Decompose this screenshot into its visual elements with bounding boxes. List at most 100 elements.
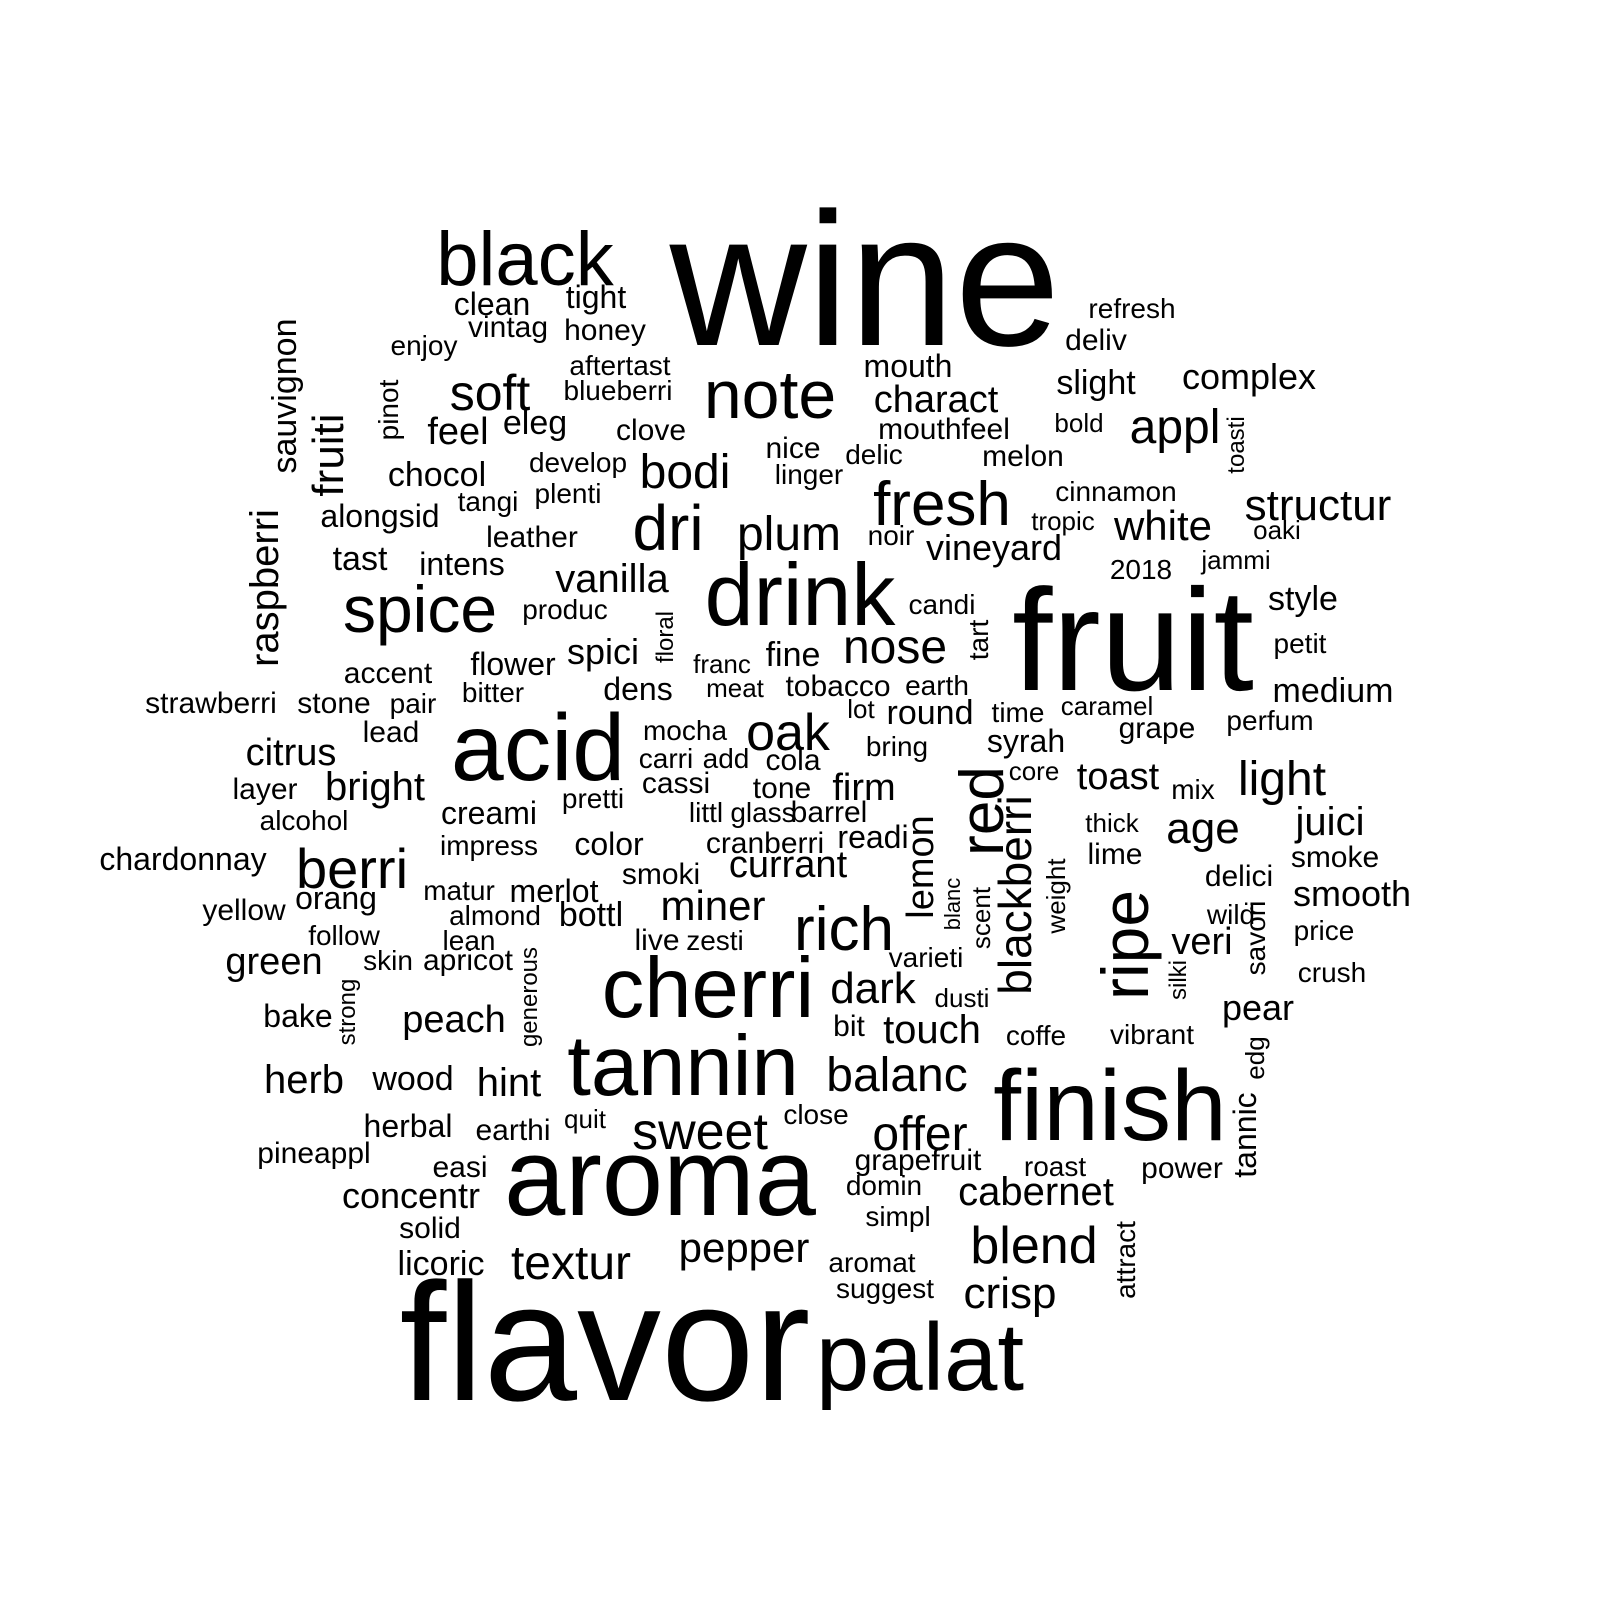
word-stone: stone (297, 687, 370, 720)
word-varieti: varieti (889, 942, 964, 973)
word-blend: blend (970, 1217, 1097, 1275)
word-color: color (574, 826, 644, 862)
word-simpl: simpl (865, 1201, 930, 1232)
word-zesti: zesti (686, 925, 744, 956)
word-dark: dark (830, 964, 917, 1013)
word-weight: weight (1041, 858, 1071, 935)
word-sauvignon: sauvignon (266, 318, 304, 473)
word-palat: palat (816, 1304, 1024, 1411)
word-bodi: bodi (640, 446, 731, 499)
word-tobacco: tobacco (785, 670, 890, 703)
word-barrel: barrel (791, 796, 868, 829)
word-toasti: toasti (1223, 416, 1250, 473)
word-power: power (1141, 1152, 1223, 1185)
word-red: red (948, 766, 1017, 856)
word-miner: miner (660, 882, 765, 929)
word-spici: spici (567, 631, 639, 672)
word-fruit: fruit (1012, 559, 1254, 721)
word-2018: 2018 (1110, 554, 1172, 585)
word-fruiti: fruiti (304, 413, 353, 496)
word-wine: wine (669, 174, 1061, 386)
word-drink: drink (705, 545, 897, 644)
word-plenti: plenti (535, 478, 602, 509)
word-lead: lead (363, 716, 420, 749)
word-light: light (1238, 753, 1326, 806)
word-smoki: smoki (622, 858, 700, 891)
word-dri: dri (632, 492, 703, 564)
word-enjoy: enjoy (391, 330, 458, 361)
word-tangi: tangi (458, 486, 519, 517)
word-veri: veri (1171, 921, 1232, 963)
word-deliv: deliv (1065, 324, 1127, 357)
word-add: add (703, 743, 750, 774)
word-age: age (1166, 804, 1239, 853)
word-pineappl: pineappl (257, 1137, 370, 1170)
word-crush: crush (1298, 957, 1366, 988)
word-black: black (436, 217, 614, 302)
word-aroma: aroma (504, 1116, 817, 1239)
word-aftertast: aftertast (569, 350, 670, 381)
word-suggest: suggest (836, 1273, 934, 1304)
word-lean: lean (443, 925, 496, 956)
word-vanilla: vanilla (555, 557, 669, 601)
word-creami: creami (441, 795, 537, 831)
word-caramel: caramel (1061, 691, 1153, 721)
word-complex: complex (1182, 356, 1316, 397)
word-tart: tart (963, 620, 994, 661)
word-appl: appl (1130, 401, 1221, 454)
word-sweet: sweet (632, 1103, 768, 1161)
word-pear: pear (1222, 987, 1294, 1028)
word-lime: lime (1087, 838, 1142, 871)
word-almond: almond (449, 900, 541, 931)
word-refresh: refresh (1088, 293, 1175, 324)
word-juici: juici (1295, 800, 1365, 844)
word-yellow: yellow (202, 894, 286, 927)
word-mouth: mouth (864, 348, 953, 384)
word-noir: noir (868, 520, 915, 551)
word-crisp: crisp (964, 1269, 1057, 1318)
word-apricot: apricot (423, 944, 514, 977)
word-currant: currant (729, 844, 848, 886)
word-quit: quit (564, 1104, 607, 1134)
word-impress: impress (440, 830, 538, 861)
word-flavor: flavor (400, 1248, 811, 1436)
word-dens: dens (603, 671, 672, 707)
word-earthi: earthi (475, 1114, 550, 1147)
word-follow: follow (308, 920, 380, 951)
word-accent: accent (344, 657, 433, 690)
word-perfum: perfum (1226, 705, 1313, 736)
word-solid: solid (399, 1212, 461, 1245)
word-fresh: fresh (873, 470, 1011, 539)
word-cassi: cassi (642, 767, 710, 800)
word-tannic: tannic (1227, 1092, 1263, 1177)
word-bitter: bitter (462, 677, 524, 708)
word-smoke: smoke (1291, 841, 1379, 874)
word-pair: pair (390, 688, 437, 719)
word-raspberri: raspberri (243, 509, 287, 667)
word-nice: nice (765, 432, 820, 465)
word-leather: leather (486, 521, 578, 554)
word-floral: floral (652, 611, 679, 663)
word-roast: roast (1024, 1151, 1086, 1182)
word-rich: rich (794, 895, 894, 964)
word-fine: fine (766, 636, 821, 674)
word-produc: produc (522, 594, 608, 625)
word-round: round (887, 694, 974, 732)
word-concentr: concentr (342, 1175, 480, 1216)
word-core: core (1009, 756, 1060, 786)
word-melon: melon (982, 440, 1064, 473)
word-spice: spice (343, 572, 497, 646)
word-charact: charact (874, 379, 999, 421)
word-attract: attract (1110, 1221, 1141, 1299)
word-delici: delici (1205, 860, 1273, 893)
word-pretti: pretti (562, 783, 624, 814)
word-littl: littl (689, 797, 723, 828)
word-flower: flower (470, 646, 556, 682)
word-intens: intens (419, 546, 504, 582)
word-thick: thick (1085, 808, 1139, 838)
word-tannin: tannin (567, 1019, 799, 1114)
word-clove: clove (616, 414, 686, 447)
word-herbal: herbal (364, 1108, 453, 1144)
word-licoric: licoric (398, 1245, 485, 1283)
